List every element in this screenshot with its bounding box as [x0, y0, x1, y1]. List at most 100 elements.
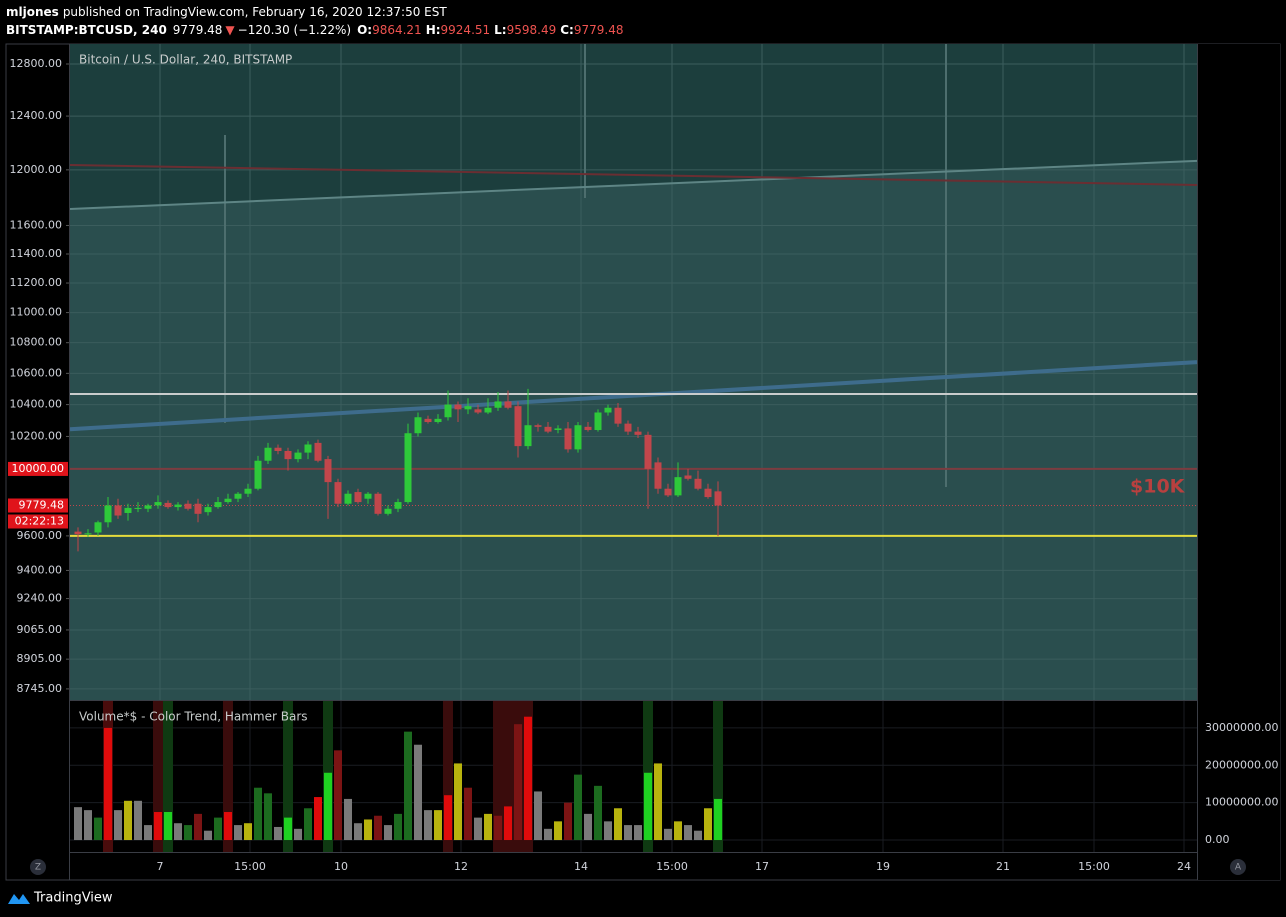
- volume-bar: [644, 772, 652, 841]
- button-bg: [30, 859, 46, 875]
- candle-body: [694, 478, 702, 489]
- volume-bar: [454, 763, 462, 841]
- y-tick-label: 10000000.00: [1205, 796, 1278, 809]
- volume-bar: [74, 807, 82, 841]
- right-panel: [1198, 44, 1280, 880]
- y-tick-label: 8905.00: [17, 652, 63, 665]
- volume-bar: [434, 810, 442, 841]
- y-tick-label: 9065.00: [17, 623, 63, 636]
- candle-body: [134, 507, 142, 509]
- y-tick-label: 10400.00: [10, 398, 63, 411]
- y-tick-label: 11400.00: [10, 247, 63, 260]
- candle-body: [74, 531, 82, 535]
- volume-bar: [384, 825, 392, 841]
- logo: [8, 894, 30, 904]
- volume-bar: [224, 812, 232, 841]
- candle-body: [484, 407, 492, 413]
- annotation: $10K: [1130, 476, 1186, 498]
- y-tick-label: 9400.00: [17, 563, 63, 576]
- candle-body: [454, 404, 462, 410]
- ohlc-key: L:: [494, 23, 506, 37]
- volume-bar: [484, 813, 492, 841]
- candle-body: [674, 477, 682, 496]
- published: published on TradingView.com, February 1…: [63, 5, 448, 19]
- volume-bar: [164, 812, 172, 841]
- volume-bar: [104, 727, 112, 841]
- ohlc-value: 9598.49: [507, 23, 557, 37]
- volume-bar: [294, 828, 302, 841]
- candle-body: [654, 462, 662, 489]
- candle-body: [354, 492, 362, 503]
- change: −120.30 (−1.22%): [238, 23, 351, 37]
- brand[interactable]: TradingView: [33, 891, 113, 906]
- volume-bar: [704, 808, 712, 841]
- x-tick-label: 17: [755, 860, 769, 873]
- volume-bar: [264, 793, 272, 841]
- y-tick-label: 12000.00: [10, 163, 63, 176]
- volume-bar: [614, 808, 622, 841]
- volume-bar: [564, 802, 572, 841]
- volume-bar: [174, 823, 182, 841]
- candle-body: [234, 493, 242, 499]
- y-tick-label: 10600.00: [10, 366, 63, 379]
- y-tick-label: 12400.00: [10, 109, 63, 122]
- candle-body: [634, 431, 642, 435]
- volume-bar: [314, 797, 322, 841]
- symbol-line: BITSTAMP:BTCUSD, 240 9779.48 ▼ −120.30 (−1.…: [6, 23, 623, 37]
- y-tick-label: 11000.00: [10, 306, 63, 319]
- trend-line: [69, 159, 1198, 211]
- user: mljones: [6, 5, 59, 19]
- highlight-band: [163, 701, 173, 852]
- volume-bar: [514, 724, 522, 841]
- candle-body: [424, 418, 432, 423]
- candle-body: [544, 426, 552, 432]
- candle-body: [444, 404, 452, 418]
- zoom-button[interactable]: Z: [30, 859, 46, 875]
- highlight-band: [493, 701, 503, 852]
- candle-body: [584, 426, 592, 431]
- candle-body: [614, 407, 622, 424]
- last: 9779.48: [173, 23, 223, 37]
- candle-body: [284, 450, 292, 460]
- volume-bar: [624, 825, 632, 841]
- volume-bar: [504, 806, 512, 841]
- volume-bar: [444, 795, 452, 841]
- symbol: BITSTAMP:BTCUSD, 240: [6, 23, 167, 37]
- candle-body: [464, 406, 472, 410]
- button-label[interactable]: A: [1235, 863, 1242, 873]
- y-tick-label: 9240.00: [17, 592, 63, 605]
- candle-body: [374, 493, 382, 514]
- volume-bar: [204, 830, 212, 841]
- volume-bar: [284, 817, 292, 841]
- volume-bar: [154, 812, 162, 841]
- price-tag-label: 10000.00: [12, 462, 65, 475]
- ohlc-key: O:: [357, 23, 372, 37]
- volume-bar: [114, 810, 122, 841]
- auto-button[interactable]: A: [1230, 859, 1246, 875]
- candle-body: [174, 504, 182, 508]
- candle-body: [624, 423, 632, 432]
- candle-body: [344, 493, 352, 504]
- volume-bar: [684, 825, 692, 841]
- highlight-band: [443, 701, 453, 852]
- volume-bar: [354, 823, 362, 841]
- candle-body: [334, 482, 342, 504]
- button-label[interactable]: Z: [35, 863, 41, 873]
- y-tick-label: 30000000.00: [1205, 721, 1278, 734]
- volume-bar: [184, 825, 192, 841]
- candle-body: [474, 409, 482, 413]
- candle-body: [194, 503, 202, 514]
- candle-body: [414, 417, 422, 434]
- candle-body: [204, 507, 212, 513]
- candle-body: [244, 488, 252, 494]
- candle-body: [314, 442, 322, 461]
- candle-body: [604, 407, 612, 413]
- x-tick-label: 15:00: [656, 860, 688, 873]
- volume-bar: [524, 716, 532, 841]
- trend-line: [69, 360, 1198, 432]
- candle-body: [364, 493, 372, 499]
- candle-body: [184, 503, 192, 509]
- candle-body: [274, 447, 282, 451]
- volume-bar: [494, 815, 502, 841]
